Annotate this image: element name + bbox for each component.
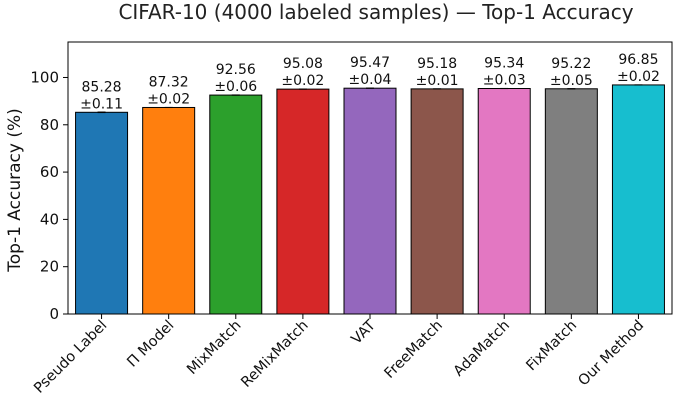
plot-frame — [67, 41, 673, 315]
x-tick-label: FixMatch — [523, 318, 580, 375]
value-label: 85.28 — [82, 79, 122, 95]
x-tick-label: MixMatch — [184, 318, 244, 378]
x-tick-label: Our Method — [575, 318, 647, 390]
x-tick-label: Pseudo Label — [31, 318, 110, 397]
value-label: 92.56 — [216, 62, 256, 78]
error-label: ±0.02 — [617, 69, 660, 85]
error-label: ±0.05 — [550, 73, 593, 89]
value-label: 96.85 — [618, 52, 658, 68]
error-label: ±0.02 — [281, 73, 324, 89]
y-tick-label: 100 — [30, 68, 59, 86]
bar — [477, 88, 531, 315]
x-tick-label: AdaMatch — [451, 318, 513, 380]
bar — [75, 111, 129, 315]
error-label: ±0.11 — [80, 96, 123, 112]
error-label: ±0.06 — [214, 79, 257, 95]
bar — [276, 88, 330, 315]
value-label: 95.22 — [551, 56, 591, 72]
y-tick-label: 40 — [40, 210, 59, 228]
value-label: 95.47 — [350, 55, 390, 71]
bar — [544, 88, 598, 315]
value-label: 95.08 — [283, 56, 323, 72]
value-label: 95.18 — [417, 56, 457, 72]
x-tick-label: Π Model — [124, 318, 177, 371]
error-label: ±0.04 — [349, 72, 392, 88]
value-label: 87.32 — [149, 74, 189, 90]
bar — [611, 84, 665, 315]
y-tick-label: 0 — [49, 305, 59, 323]
error-label: ±0.03 — [483, 73, 526, 89]
chart-title: CIFAR-10 (4000 labeled samples) — Top-1 … — [118, 0, 633, 24]
error-label: ±0.02 — [147, 91, 190, 107]
y-axis-label: Top-1 Accuracy (%) — [5, 108, 25, 272]
value-label: 95.34 — [484, 56, 524, 72]
x-tick-label: FreeMatch — [382, 318, 446, 382]
y-tick-label: 60 — [40, 163, 59, 181]
x-tick-label: ReMixMatch — [238, 318, 311, 391]
bar — [142, 106, 196, 315]
bar — [410, 88, 464, 315]
y-tick-label: 80 — [40, 116, 59, 134]
x-tick-label: VAT — [349, 317, 379, 347]
bar — [209, 94, 263, 315]
bar — [343, 87, 397, 315]
error-label: ±0.01 — [416, 73, 459, 89]
y-tick-label: 20 — [40, 258, 59, 276]
